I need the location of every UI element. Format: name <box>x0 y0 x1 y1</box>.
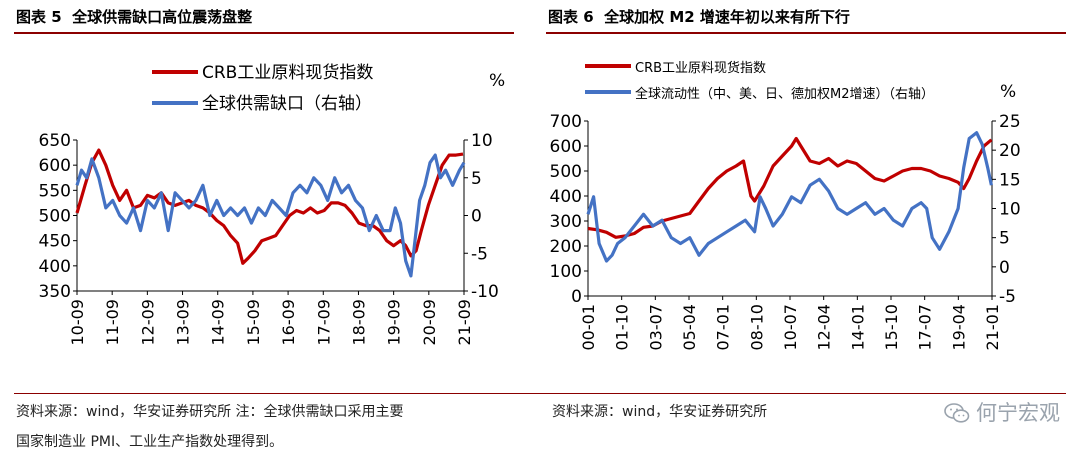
c6-legend-label-1: 全球流动性（中、美、日、德加权M2增速）（右轴） <box>635 86 934 102</box>
c5-legend-label-1: 全球供需缺口（右轴） <box>202 94 372 114</box>
c6-right-tick-label: 20 <box>999 141 1021 161</box>
c6-x-tick-label: 07-01 <box>714 304 733 351</box>
c5-x-tick-label: 19-09 <box>385 299 404 346</box>
c5-x-tick-label: 18-09 <box>349 299 368 346</box>
c5-left-tick-label: 450 <box>39 232 71 252</box>
c6-left-tick-label: 600 <box>550 137 582 157</box>
c5-right-tick-label: 5 <box>471 169 482 189</box>
chart6-title-text: 全球加权 M2 增速年初以来有所下行 <box>604 8 850 26</box>
footer-rule <box>14 393 1066 394</box>
chart5-source-note: 国家制造业 PMI、工业生产指数处理得到。 <box>16 434 284 450</box>
chart6-svg: 0 100 200 300 400 500 600 700 -5 0 5 10 15 20 25 00-01 0… <box>550 60 1021 351</box>
c6-x-tick-label: 15-10 <box>882 304 901 351</box>
c6-right-tick-label: 0 <box>999 258 1010 278</box>
c5-x-tick-label: 10-09 <box>68 299 87 346</box>
chart5-title-text: 全球供需缺口高位震荡盘整 <box>72 8 253 26</box>
c5-x-tick-label: 16-09 <box>279 299 298 346</box>
chart5-fig-label: 图表 5 <box>16 8 62 26</box>
c5-x-tick-label: 17-09 <box>314 299 333 346</box>
c6-series-line-1 <box>586 131 993 263</box>
c5-left-tick-label: 400 <box>39 257 71 277</box>
c5-left-tick-label: 650 <box>39 131 71 151</box>
c5-x-tick-label: 20-09 <box>420 299 439 346</box>
c6-left-tick-label: 400 <box>550 187 582 207</box>
c6-left-tick-label: 0 <box>571 287 582 307</box>
c5-right-tick-label: 10 <box>471 131 493 151</box>
c6-left-tick-label: 100 <box>550 262 582 282</box>
c5-right-tick-label: -10 <box>471 282 499 302</box>
wechat-icon <box>944 403 970 423</box>
chart5-title: 图表 5 全球供需缺口高位震荡盘整 <box>16 6 252 27</box>
watermark: 何宁宏观 <box>944 397 1060 427</box>
c5-series-line-1 <box>75 153 466 278</box>
c6-left-tick-label: 200 <box>550 237 582 257</box>
c6-right-tick-label: 15 <box>999 170 1021 190</box>
c6-left-tick-label: 300 <box>550 212 582 232</box>
c5-x-tick-label: 11-09 <box>103 299 122 346</box>
chart6-title-rule <box>546 32 1066 34</box>
chart5-source: 资料来源：wind，华安证券研究所 注：全球供需缺口采用主要 <box>16 404 404 420</box>
chart6-source: 资料来源：wind，华安证券研究所 <box>552 404 768 420</box>
c6-x-tick-label: 12-04 <box>815 304 834 351</box>
c5-left-tick-label: 550 <box>39 181 71 201</box>
chart6-fig-label: 图表 6 <box>548 8 594 26</box>
c6-x-tick-label: 14-01 <box>848 304 867 351</box>
chart5-title-rule <box>14 32 514 34</box>
c5-x-tick-label: 13-09 <box>174 299 193 346</box>
c6-right-axis-unit: % <box>1000 82 1016 102</box>
c6-right-tick-label: 10 <box>999 200 1021 220</box>
c5-left-tick-label: 600 <box>39 156 71 176</box>
c6-x-tick-label: 08-10 <box>747 304 766 351</box>
watermark-text: 何宁宏观 <box>976 401 1060 425</box>
c6-x-tick-label: 19-04 <box>949 304 968 351</box>
c6-x-tick-label: 00-01 <box>579 304 598 351</box>
c5-right-tick-label: 0 <box>471 207 482 227</box>
c6-right-tick-label: 5 <box>999 229 1010 249</box>
c6-right-tick-label: -5 <box>999 287 1016 307</box>
c6-x-tick-label: 05-04 <box>680 304 699 351</box>
c5-x-tick-label: 15-09 <box>244 299 263 346</box>
c5-x-tick-label: 12-09 <box>138 299 157 346</box>
c6-x-tick-label: 21-01 <box>983 304 1002 351</box>
c5-x-tick-label: 14-09 <box>209 299 228 346</box>
c6-right-tick-label: 25 <box>999 112 1021 132</box>
c5-right-axis-unit: % <box>489 71 505 91</box>
c6-left-tick-label: 500 <box>550 162 582 182</box>
c6-left-tick-label: 700 <box>550 112 582 132</box>
c5-left-tick-label: 500 <box>39 207 71 227</box>
chart5-svg: 350 400 450 500 550 600 650 -10 -5 0 5 10 10-09 11-09… <box>39 63 506 346</box>
c6-legend-label-0: CRB工业原料现货指数 <box>635 60 766 76</box>
c5-right-tick-label: -5 <box>471 244 488 264</box>
c5-x-tick-label: 21-09 <box>455 299 474 346</box>
c6-x-tick-label: 01-10 <box>613 304 632 351</box>
c6-x-tick-label: 03-07 <box>646 304 665 351</box>
c6-x-tick-label: 17-07 <box>916 304 935 351</box>
c5-left-tick-label: 350 <box>39 282 71 302</box>
c6-x-tick-label: 10-07 <box>781 304 800 351</box>
chart6-title: 图表 6 全球加权 M2 增速年初以来有所下行 <box>548 6 850 27</box>
c5-legend-label-0: CRB工业原料现货指数 <box>202 63 373 83</box>
